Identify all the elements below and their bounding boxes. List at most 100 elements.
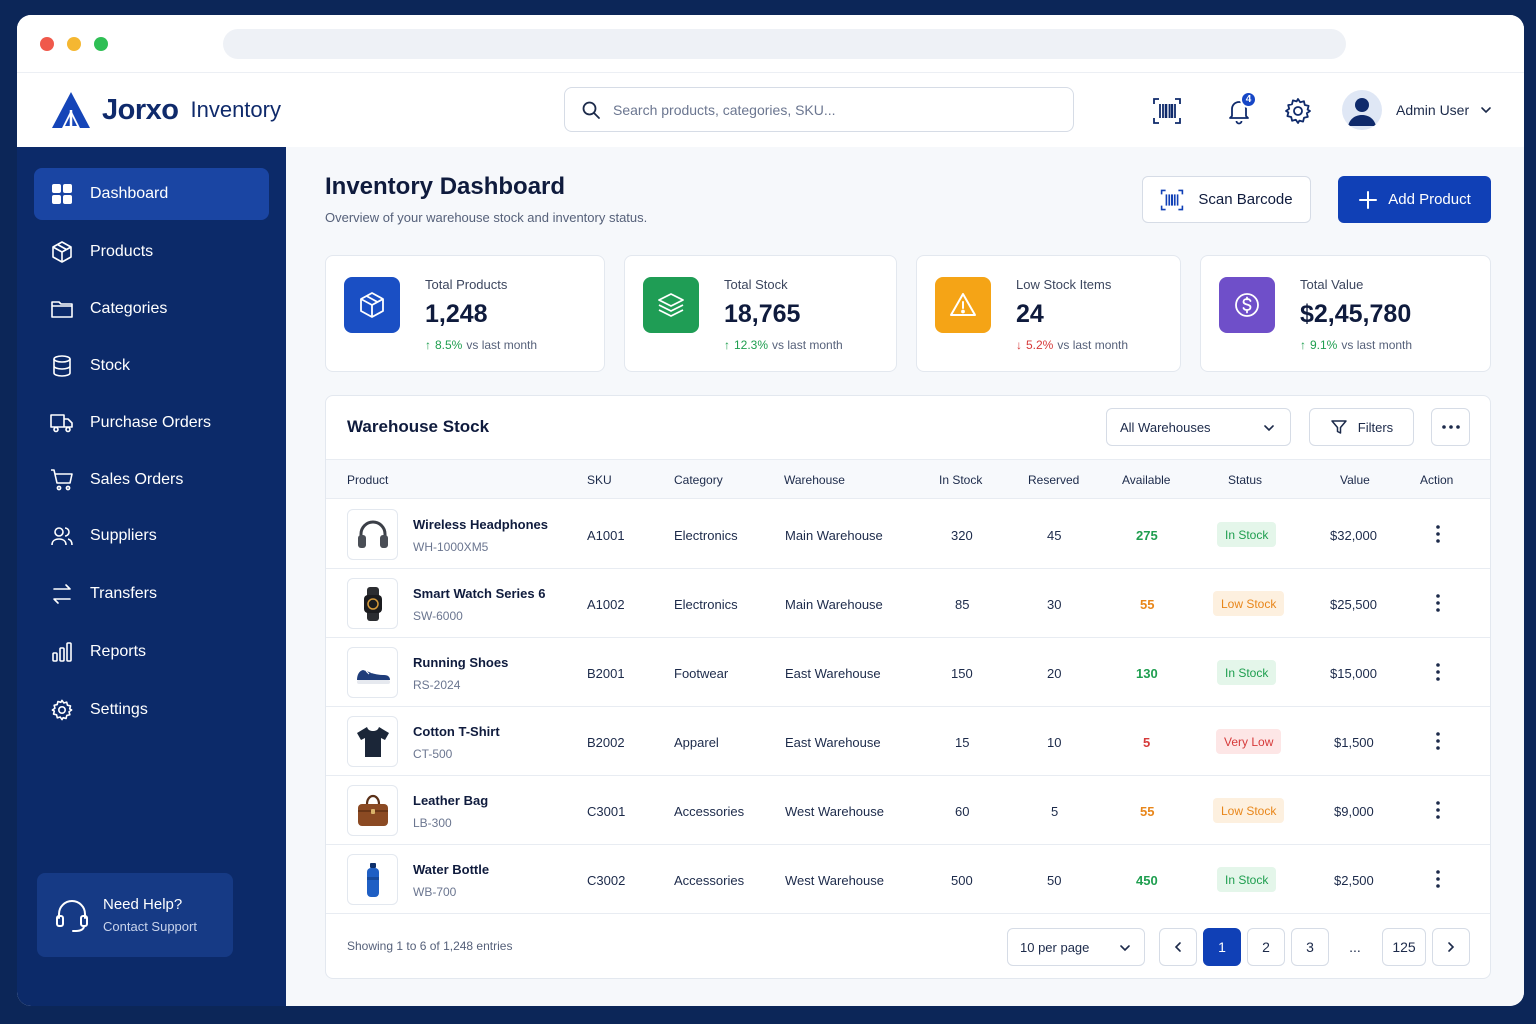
sidebar-item-settings[interactable]: Settings: [34, 684, 269, 736]
close-window-button[interactable]: [40, 37, 54, 51]
in-stock-cell: 500: [951, 873, 973, 888]
product-name[interactable]: Smart Watch Series 6: [413, 586, 546, 601]
row-actions-button[interactable]: [1428, 593, 1448, 613]
sidebar-item-products[interactable]: Products: [34, 226, 269, 278]
product-name[interactable]: Running Shoes: [413, 655, 509, 670]
product-name[interactable]: Cotton T-Shirt: [413, 724, 500, 739]
user-menu[interactable]: Admin User: [1342, 89, 1493, 131]
card-icon-bg: [344, 277, 400, 333]
card-value: 1,248: [425, 300, 488, 328]
sku-cell: C3002: [587, 873, 626, 888]
search-icon: [582, 101, 600, 119]
product-name[interactable]: Leather Bag: [413, 793, 489, 808]
table-row[interactable]: Running Shoes RS-2024 B2001 Footwear Eas…: [326, 638, 1490, 707]
settings-button[interactable]: [1280, 93, 1316, 129]
product-thumbnail: [347, 647, 398, 698]
trend-percent: 12.3%: [734, 338, 769, 352]
sidebar-item-sales-orders[interactable]: Sales Orders: [34, 454, 269, 506]
notifications-button[interactable]: 4: [1221, 91, 1257, 129]
row-actions-button[interactable]: [1428, 662, 1448, 682]
more-options-button[interactable]: [1431, 408, 1470, 446]
contact-support-link[interactable]: Contact Support: [103, 919, 197, 934]
table-row[interactable]: Water Bottle WB-700 C3002 Accessories We…: [326, 845, 1490, 914]
help-box[interactable]: Need Help? Contact Support: [37, 873, 233, 957]
warehouse-cell: East Warehouse: [785, 735, 881, 750]
arrow-up-icon: ↑: [724, 338, 730, 352]
column-header[interactable]: Status: [1228, 473, 1263, 487]
sidebar-item-suppliers[interactable]: Suppliers: [34, 510, 269, 562]
page-button-last[interactable]: 125: [1382, 928, 1426, 966]
bag-icon: [357, 794, 388, 826]
stat-card-total-stock[interactable]: Total Stock 18,765 ↑ 12.3% vs last month: [624, 255, 897, 372]
sidebar-item-categories[interactable]: Categories: [34, 283, 269, 335]
column-header[interactable]: In Stock: [939, 473, 983, 487]
scan-barcode-button[interactable]: Scan Barcode: [1142, 176, 1311, 223]
sidebar-item-label: Settings: [90, 701, 148, 718]
product-thumbnail: [347, 578, 398, 629]
column-header[interactable]: Available: [1122, 473, 1171, 487]
logo[interactable]: Jorxo Inventory: [50, 87, 281, 133]
category-cell: Footwear: [674, 666, 729, 681]
user-name: Admin User: [1396, 102, 1470, 118]
address-bar[interactable]: [223, 29, 1346, 59]
minimize-window-button[interactable]: [67, 37, 81, 51]
reserved-cell: 10: [1047, 735, 1062, 750]
card-icon-bg: [1219, 277, 1275, 333]
next-page-button[interactable]: [1432, 928, 1470, 966]
warehouse-select[interactable]: All Warehouses: [1106, 408, 1291, 446]
per-page-select[interactable]: 10 per page: [1007, 928, 1145, 966]
column-header[interactable]: Value: [1340, 473, 1370, 487]
sidebar-item-purchase-orders[interactable]: Purchase Orders: [34, 397, 269, 449]
column-header[interactable]: Reserved: [1028, 473, 1080, 487]
search-input[interactable]: [613, 101, 1053, 118]
gear-icon: [1285, 98, 1311, 124]
row-actions-button[interactable]: [1428, 524, 1448, 544]
column-header[interactable]: Warehouse: [784, 473, 845, 487]
status-badge: In Stock: [1217, 867, 1277, 892]
card-label: Total Stock: [724, 277, 788, 292]
status-badge: Low Stock: [1213, 798, 1285, 823]
column-header[interactable]: Product: [347, 473, 389, 487]
table-row[interactable]: Cotton T-Shirt CT-500 B2002 Apparel East…: [326, 707, 1490, 776]
column-header[interactable]: SKU: [587, 473, 612, 487]
sidebar-item-label: Transfers: [90, 585, 157, 602]
page-button-3[interactable]: 3: [1291, 928, 1329, 966]
sidebar-item-reports[interactable]: Reports: [34, 626, 269, 678]
reserved-cell: 45: [1047, 528, 1062, 543]
table-row[interactable]: Leather Bag LB-300 C3001 Accessories Wes…: [326, 776, 1490, 845]
sidebar-item-transfers[interactable]: Transfers: [34, 568, 269, 620]
table-row[interactable]: Wireless Headphones WH-1000XM5 A1001 Ele…: [326, 500, 1490, 569]
value-cell: $15,000: [1330, 666, 1377, 681]
stat-card-total-value[interactable]: Total Value $2,45,780 ↑ 9.1% vs last mon…: [1200, 255, 1491, 372]
sidebar-item-dashboard[interactable]: Dashboard: [34, 168, 269, 220]
product-code: LB-300: [413, 816, 452, 830]
column-header: Action: [1420, 473, 1454, 487]
maximize-window-button[interactable]: [94, 37, 108, 51]
brand-subtitle: Inventory: [190, 97, 281, 122]
reserved-cell: 50: [1047, 873, 1062, 888]
row-actions-button[interactable]: [1428, 869, 1448, 889]
product-thumbnail: [347, 509, 398, 560]
product-name[interactable]: Water Bottle: [413, 862, 490, 877]
stat-card-low-stock[interactable]: Low Stock Items 24 ↓ 5.2% vs last month: [916, 255, 1181, 372]
sidebar-item-stock[interactable]: Stock: [34, 340, 269, 392]
add-product-button[interactable]: Add Product: [1338, 176, 1491, 223]
search-box[interactable]: [564, 87, 1074, 132]
logo-mark-icon: [52, 92, 90, 128]
table-row[interactable]: Smart Watch Series 6 SW-6000 A1002 Elect…: [326, 569, 1490, 638]
stat-card-total-products[interactable]: Total Products 1,248 ↑ 8.5% vs last mont…: [325, 255, 605, 372]
row-actions-button[interactable]: [1428, 731, 1448, 751]
per-page-value: 10 per page: [1020, 939, 1090, 955]
row-actions-button[interactable]: [1428, 800, 1448, 820]
page-button-2[interactable]: 2: [1247, 928, 1285, 966]
previous-page-button[interactable]: [1159, 928, 1197, 966]
warehouse-stock-panel: Warehouse Stock All Warehouses Filters P…: [325, 395, 1491, 979]
column-header[interactable]: Category: [674, 473, 723, 487]
barcode-scanner-button[interactable]: [1149, 93, 1185, 129]
filters-button[interactable]: Filters: [1309, 408, 1414, 446]
cube-icon: [360, 292, 384, 318]
chevron-right-icon: [1448, 942, 1455, 952]
product-name[interactable]: Wireless Headphones: [413, 517, 548, 532]
more-vertical-icon: [1436, 594, 1440, 612]
page-button-1[interactable]: 1: [1203, 928, 1241, 966]
